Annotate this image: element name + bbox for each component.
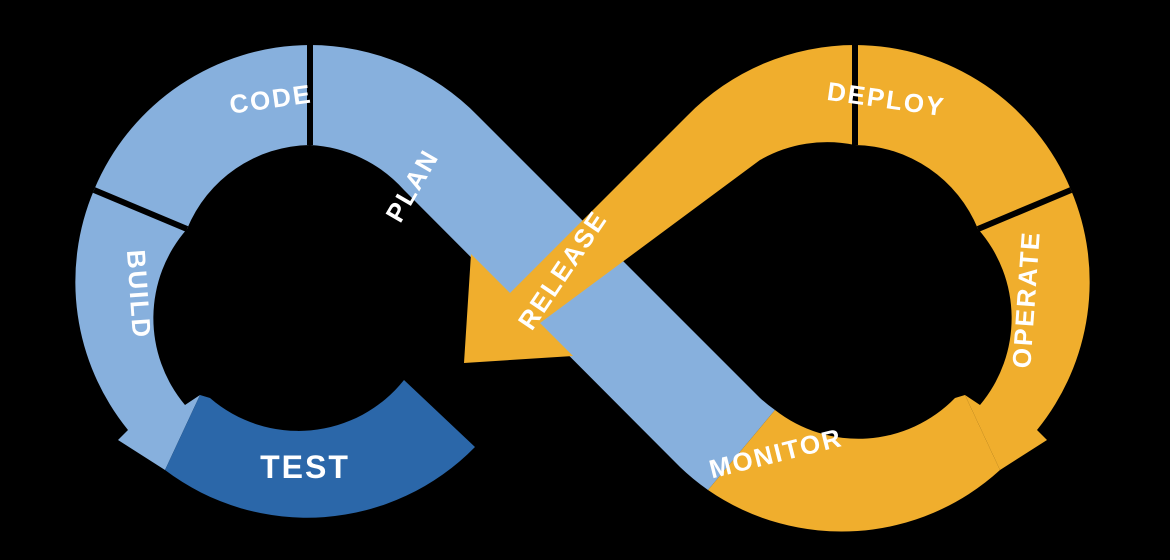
label-test: TEST (260, 449, 350, 485)
devops-infinity-diagram: PLAN CODE BUILD TEST RELEASE DEPLOY OPER… (0, 0, 1170, 560)
infinity-loop-svg: PLAN CODE BUILD TEST RELEASE DEPLOY OPER… (0, 0, 1170, 560)
label-build: BUILD (121, 249, 157, 340)
